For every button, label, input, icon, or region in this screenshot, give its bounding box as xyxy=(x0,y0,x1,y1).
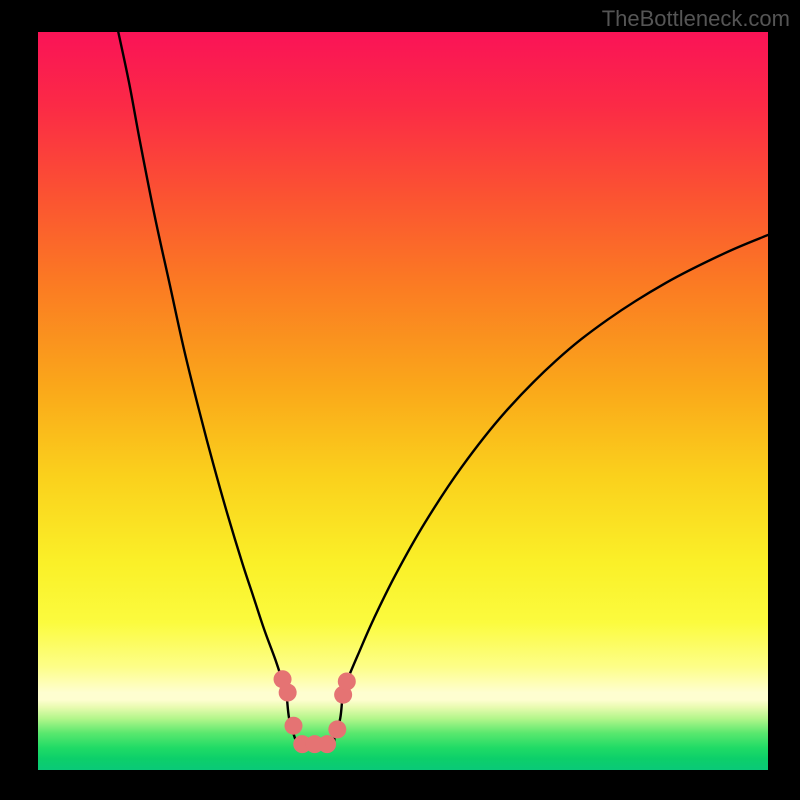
curve-markers xyxy=(274,670,356,753)
curve-marker xyxy=(279,684,297,702)
watermark-text: TheBottleneck.com xyxy=(602,6,790,32)
curve-marker xyxy=(328,720,346,738)
chart-container: TheBottleneck.com xyxy=(0,0,800,800)
curve-marker xyxy=(338,672,356,690)
curve-layer xyxy=(38,32,768,770)
plot-area xyxy=(38,32,768,770)
bottleneck-curve xyxy=(118,32,768,744)
curve-marker xyxy=(318,735,336,753)
curve-marker xyxy=(285,717,303,735)
